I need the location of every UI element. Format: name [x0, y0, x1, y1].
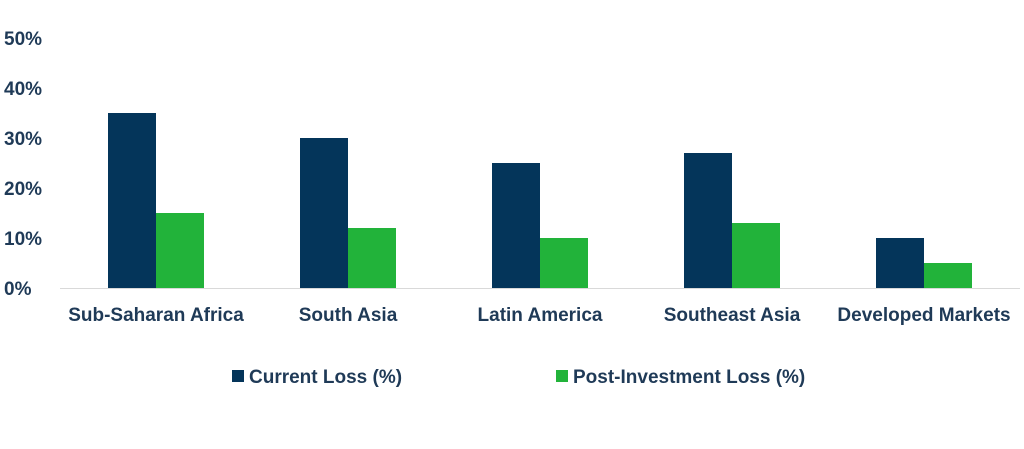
x-tick-label: Latin America	[478, 305, 603, 326]
legend-swatch	[556, 370, 568, 382]
bar-post-investment-loss	[156, 213, 204, 288]
y-axis-ticks: 0% 10% 20% 30% 40% 50%	[4, 29, 42, 300]
x-axis-labels: Sub-Saharan Africa South Asia Latin Americ…	[68, 305, 1010, 326]
legend-label: Post-Investment Loss (%)	[573, 367, 805, 388]
x-tick-label: Southeast Asia	[664, 305, 801, 326]
bar-post-investment-loss	[348, 228, 396, 288]
bar-current-loss	[492, 163, 540, 288]
x-tick-label: Developed Markets	[837, 305, 1010, 326]
y-tick-label: 20%	[4, 179, 42, 200]
bar-current-loss	[108, 113, 156, 288]
bar-post-investment-loss	[924, 263, 972, 288]
bar-current-loss	[684, 153, 732, 288]
x-tick-label: South Asia	[299, 305, 398, 326]
legend-swatch	[232, 370, 244, 382]
bar-post-investment-loss	[540, 238, 588, 288]
legend: Current Loss (%) Post-Investment Loss (%)	[232, 367, 805, 388]
y-tick-label: 30%	[4, 129, 42, 150]
bar-current-loss	[300, 138, 348, 288]
y-tick-label: 0%	[4, 279, 32, 300]
bar-current-loss	[876, 238, 924, 288]
legend-label: Current Loss (%)	[249, 367, 402, 388]
bar-post-investment-loss	[732, 223, 780, 288]
bar-series-group	[108, 113, 972, 288]
x-tick-label: Sub-Saharan Africa	[68, 305, 244, 326]
y-tick-label: 50%	[4, 29, 42, 50]
y-tick-label: 40%	[4, 79, 42, 100]
y-tick-label: 10%	[4, 229, 42, 250]
